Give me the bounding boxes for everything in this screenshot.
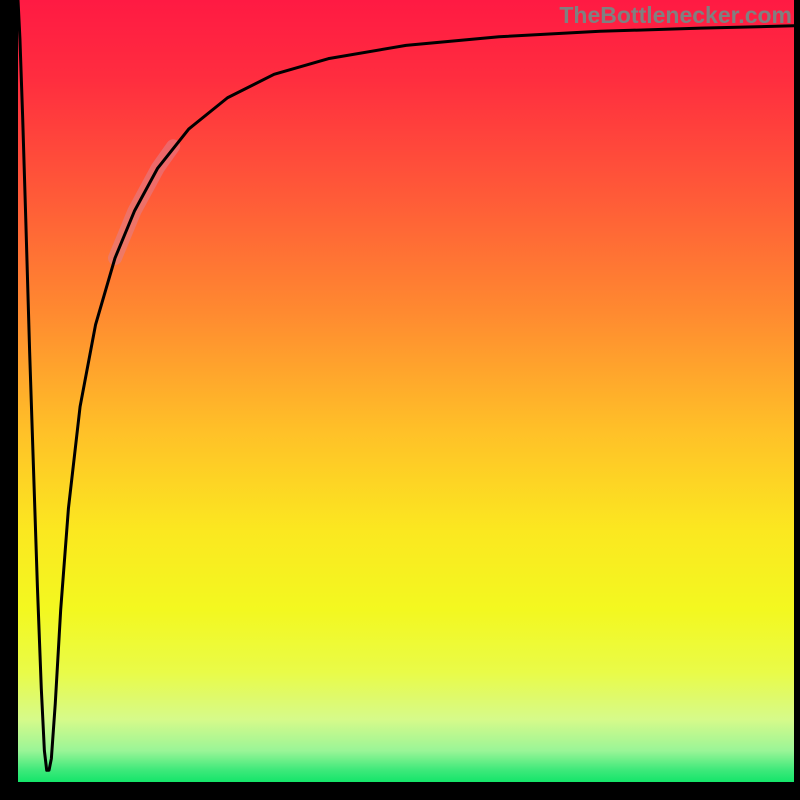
axis-border-right	[794, 0, 800, 800]
chart-gradient-background	[18, 0, 794, 782]
axis-border-left	[0, 0, 18, 800]
watermark-text: TheBottlenecker.com	[559, 2, 792, 29]
axis-border-bottom	[0, 782, 800, 800]
bottleneck-chart: TheBottlenecker.com	[0, 0, 800, 800]
chart-svg	[0, 0, 800, 800]
